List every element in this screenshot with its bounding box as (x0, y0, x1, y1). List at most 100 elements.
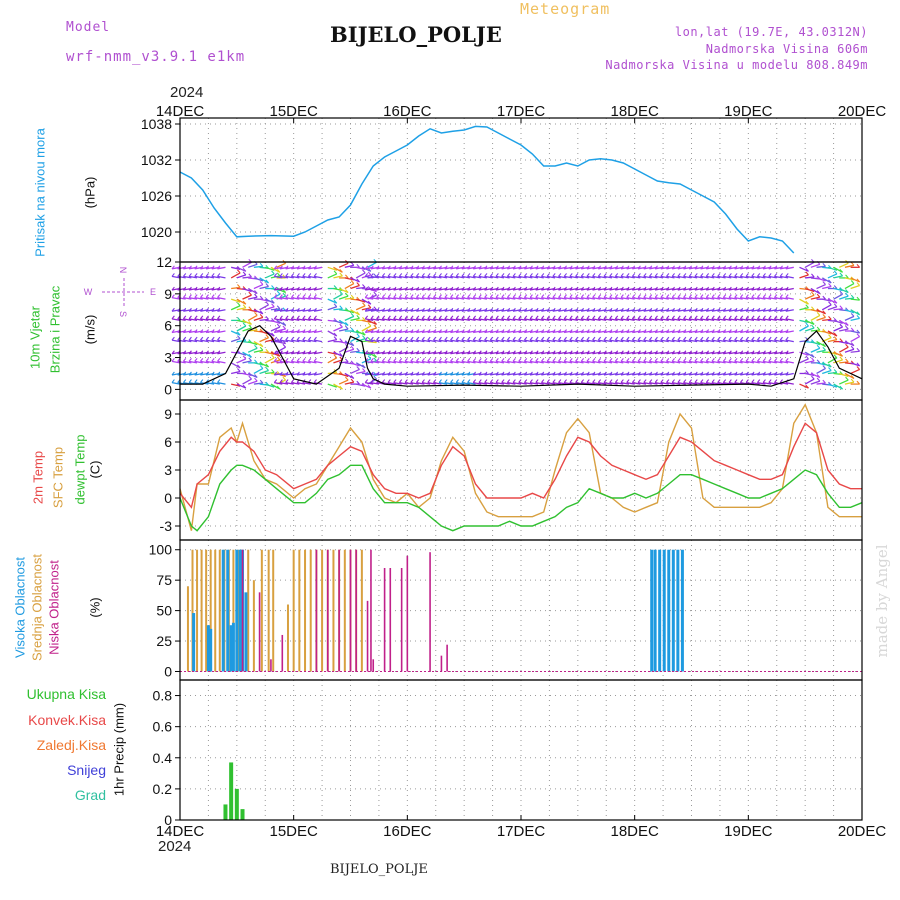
x-tick-label-bottom: 16DEC (383, 823, 432, 840)
wind-barb (302, 318, 311, 322)
wind-barb (654, 358, 658, 362)
wind-barb (850, 342, 855, 346)
wind-barb (247, 314, 258, 321)
wind-unit: (m/s) (82, 314, 98, 345)
wind-barb (822, 262, 826, 267)
wind-barb (296, 372, 306, 376)
wind-barb (518, 273, 522, 277)
wind-barb (282, 307, 287, 312)
wind-barb (177, 339, 186, 343)
wind-barb (706, 330, 715, 334)
wind-barb (376, 358, 380, 362)
wind-barb (569, 275, 578, 279)
wind-barb (438, 275, 448, 279)
wind-barb (620, 381, 630, 385)
wind-barb (603, 339, 613, 343)
wind-barb (308, 360, 317, 364)
wind-barb (833, 319, 843, 325)
wind-barb (728, 358, 732, 362)
wind-barb (393, 358, 397, 362)
wind-barb (205, 350, 209, 355)
wind-barb (333, 369, 338, 373)
wind-barb (822, 314, 826, 318)
wind-barb (387, 297, 397, 300)
wind-barb (259, 365, 264, 369)
wind-barb (259, 343, 264, 347)
wind-barb (242, 337, 247, 341)
wind-barb (677, 381, 686, 385)
wind-barb (171, 266, 181, 270)
wind-barb (333, 285, 338, 289)
wind-barb (757, 360, 766, 364)
wind-barb (785, 307, 789, 312)
wind-barb (183, 381, 192, 385)
wind-barb (290, 358, 295, 362)
wind-barb (626, 330, 635, 334)
wind-barb (833, 303, 838, 308)
wind-barb (313, 307, 317, 312)
wind-barb (444, 351, 453, 355)
wind-barb (410, 307, 414, 312)
wind-barb (421, 360, 431, 364)
wind-barb (367, 351, 372, 356)
wind-barb (242, 351, 247, 356)
wind-barb (512, 318, 522, 322)
wind-barb (637, 329, 641, 333)
wind-barb (689, 266, 698, 270)
wind-barb (592, 358, 596, 362)
wind-barb (512, 309, 522, 312)
wind-barb (398, 315, 403, 320)
wind-barb (739, 336, 744, 341)
wind-barb (683, 336, 687, 341)
wind-barb (552, 297, 561, 300)
wind-barb (745, 287, 755, 291)
wind-barb (609, 315, 613, 320)
wind-barb (529, 329, 533, 333)
wind-barb (816, 349, 826, 353)
wind-barb (450, 297, 459, 300)
wind-barb (603, 315, 607, 320)
wind-barb (274, 372, 283, 376)
wind-barb (339, 305, 343, 310)
wind-barb (558, 315, 562, 320)
mid-cloud-bar (360, 549, 363, 672)
wind-barb (666, 360, 675, 364)
wind-barb (282, 343, 287, 348)
wind-barb (237, 349, 241, 354)
wind-barb (344, 297, 354, 300)
wind-barb (467, 351, 476, 355)
wind-barb (490, 318, 499, 322)
wind-barb (828, 381, 832, 386)
wind-barb (756, 350, 761, 355)
wind-barb (768, 297, 777, 300)
wind-barb (564, 318, 573, 322)
wind-barb (598, 351, 607, 355)
wind-barb (535, 273, 539, 277)
wind-barb (273, 294, 278, 298)
wind-barb (188, 275, 198, 279)
wind-barb (689, 339, 698, 343)
wind-barb (615, 309, 624, 312)
wind-barb (529, 309, 539, 312)
wind-barb (552, 371, 556, 376)
wind-barb (785, 273, 789, 277)
wind-barb (512, 275, 522, 279)
wind-barb (217, 351, 226, 355)
wind-barb (265, 381, 269, 386)
wind-barb (404, 273, 408, 277)
wind-barb (654, 307, 658, 312)
wind-barb (194, 318, 203, 322)
wind-barb (501, 358, 505, 362)
wind-barb (816, 330, 826, 333)
wind-barb (816, 341, 821, 345)
elevation-info: Nadmorska Visina 606m (705, 42, 868, 56)
wind-barb (850, 368, 860, 375)
wind-barb (188, 381, 198, 385)
wind-barb (194, 379, 198, 383)
wind-barb (415, 329, 420, 333)
wind-barb (626, 297, 635, 300)
wind-barb (182, 294, 187, 298)
wind-barb (350, 298, 360, 301)
wind-barb (217, 307, 221, 312)
wind-barb (308, 330, 317, 334)
